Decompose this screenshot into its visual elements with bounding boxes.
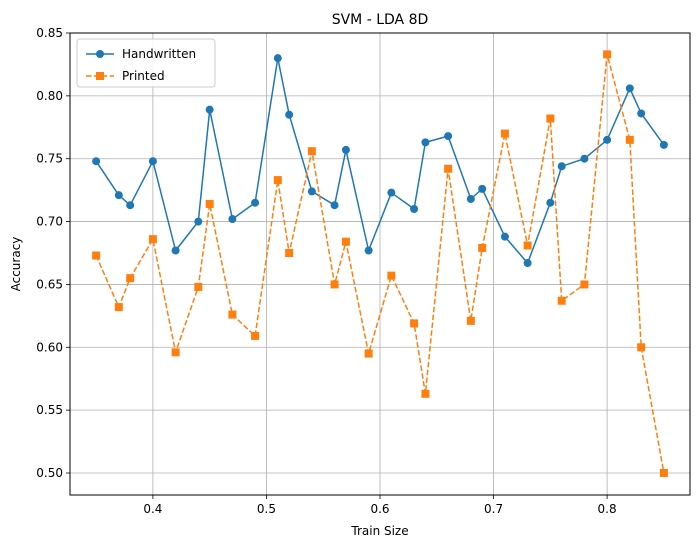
y-tick-label: 0.70	[36, 215, 63, 229]
data-point-printed	[625, 135, 634, 144]
data-point-printed	[466, 316, 475, 325]
data-point-handwritten	[523, 259, 532, 268]
data-point-handwritten	[171, 246, 180, 255]
data-point-printed	[580, 280, 589, 289]
x-axis: 0.4 0.5 0.6 0.7 0.8	[143, 495, 617, 516]
data-point-handwritten	[659, 140, 668, 149]
data-point-printed	[364, 349, 373, 358]
x-tick-label: 0.5	[257, 502, 276, 516]
data-point-printed	[307, 147, 316, 156]
y-tick-label: 0.75	[36, 152, 63, 166]
y-axis: 0.50 0.55 0.60 0.65 0.70 0.75 0.80 0.85	[36, 26, 70, 480]
y-tick-label: 0.85	[36, 26, 63, 40]
data-point-printed	[478, 243, 487, 252]
data-point-printed	[603, 50, 612, 59]
data-point-handwritten	[421, 138, 430, 147]
data-point-handwritten	[92, 157, 101, 166]
y-tick-label: 0.80	[36, 89, 63, 103]
x-tick-label: 0.8	[598, 502, 617, 516]
legend-item-handwritten: Handwritten	[86, 47, 196, 61]
data-point-printed	[557, 296, 566, 305]
data-point-printed	[421, 389, 430, 398]
data-point-handwritten	[285, 110, 294, 119]
data-point-printed	[659, 469, 668, 477]
data-point-handwritten	[228, 215, 237, 224]
series-printed	[92, 50, 668, 477]
legend-label-printed: Printed	[122, 69, 165, 83]
data-point-handwritten	[251, 198, 260, 207]
data-point-handwritten	[546, 198, 555, 207]
data-point-handwritten	[341, 145, 350, 154]
data-point-handwritten	[478, 184, 487, 193]
data-point-printed	[126, 274, 135, 283]
y-tick-label: 0.60	[36, 340, 63, 354]
y-tick-label: 0.50	[36, 466, 63, 480]
data-point-handwritten	[557, 162, 566, 171]
legend-frame	[76, 38, 216, 88]
grid-lines	[70, 32, 690, 495]
series-layer	[92, 50, 668, 477]
data-point-handwritten	[126, 201, 135, 210]
x-tick-label: 0.4	[143, 502, 162, 516]
data-point-printed	[341, 237, 350, 246]
data-point-handwritten	[410, 205, 419, 213]
data-point-printed	[114, 303, 123, 312]
data-point-printed	[546, 114, 555, 123]
data-point-handwritten	[307, 187, 316, 196]
data-point-printed	[387, 271, 396, 280]
data-point-handwritten	[637, 109, 646, 118]
y-axis-label: Accuracy	[9, 237, 23, 292]
data-point-handwritten	[194, 217, 203, 226]
data-point-printed	[523, 241, 532, 250]
data-point-handwritten	[444, 132, 453, 141]
data-point-printed	[273, 176, 282, 185]
data-point-handwritten	[500, 232, 509, 241]
x-tick-label: 0.6	[370, 502, 389, 516]
data-point-printed	[410, 319, 419, 328]
series-handwritten	[92, 54, 668, 268]
legend-marker-printed	[96, 72, 104, 80]
data-point-handwritten	[387, 188, 396, 197]
legend: Handwritten Printed	[76, 38, 216, 88]
data-point-handwritten	[364, 246, 373, 255]
data-point-handwritten	[466, 194, 475, 203]
x-axis-label: Train Size	[350, 524, 408, 538]
data-point-printed	[637, 343, 646, 352]
data-point-printed	[205, 199, 214, 208]
legend-item-printed: Printed	[86, 69, 165, 83]
data-point-printed	[92, 251, 101, 260]
x-tick-label: 0.7	[484, 502, 503, 516]
data-point-printed	[330, 280, 339, 289]
data-point-printed	[251, 331, 260, 340]
legend-marker-handwritten	[96, 50, 104, 58]
y-tick-label: 0.65	[36, 277, 63, 291]
data-point-printed	[171, 348, 180, 357]
data-point-handwritten	[273, 54, 282, 63]
data-point-handwritten	[114, 191, 123, 200]
data-point-printed	[500, 129, 509, 138]
data-point-printed	[148, 235, 157, 244]
data-point-handwritten	[625, 84, 634, 93]
data-point-printed	[228, 310, 237, 319]
data-point-printed	[285, 249, 294, 257]
y-tick-label: 0.55	[36, 403, 63, 417]
legend-label-handwritten: Handwritten	[122, 47, 196, 61]
data-point-handwritten	[148, 157, 157, 166]
data-point-handwritten	[330, 201, 339, 210]
data-point-handwritten	[580, 154, 589, 163]
data-point-printed	[194, 282, 203, 291]
data-point-printed	[444, 164, 453, 173]
chart-title: SVM - LDA 8D	[332, 12, 429, 28]
data-point-handwritten	[205, 105, 214, 114]
data-point-handwritten	[603, 135, 612, 144]
